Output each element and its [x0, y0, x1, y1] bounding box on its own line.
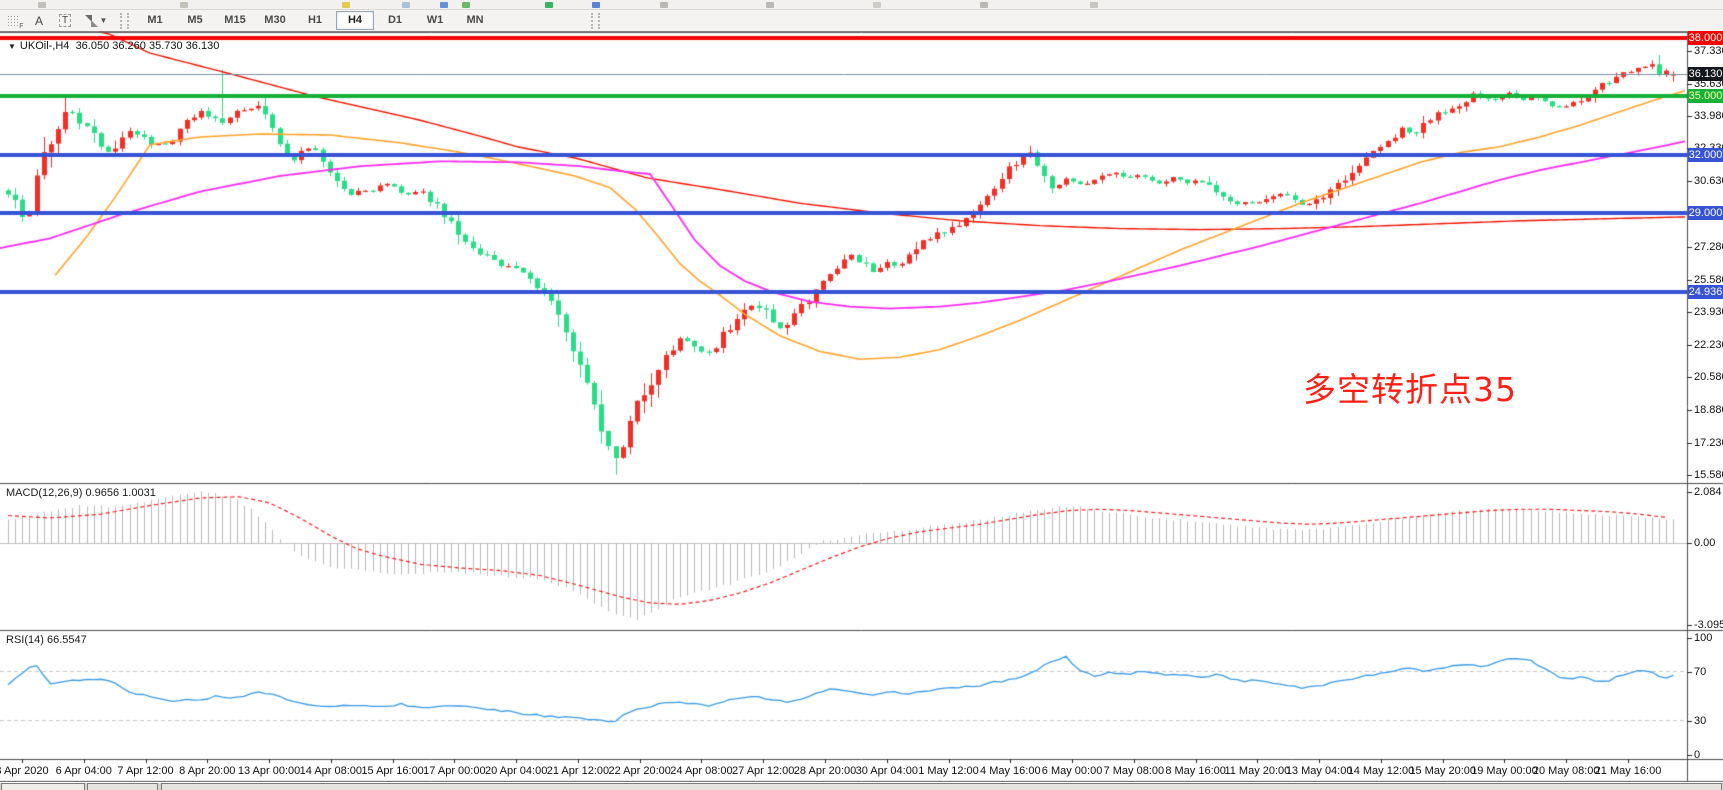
date-tick-label: 13 Apr 00:00 — [237, 765, 301, 777]
date-tick-label: 7 Apr 12:00 — [117, 765, 174, 777]
price-tick-label: 30.630 — [1694, 175, 1723, 188]
price-tick-label: 15.580 — [1694, 468, 1723, 481]
date-tick-label: 15 May 20:00 — [1409, 765, 1477, 777]
chart-tab-2[interactable] — [87, 783, 158, 790]
chart-text-annotation[interactable]: 多空转折点35 — [1303, 370, 1517, 409]
indicator-axis-label: 30 — [1694, 715, 1707, 727]
price-tick-label: 20.580 — [1694, 371, 1723, 384]
date-tick-label: 6 Apr 04:00 — [55, 765, 112, 777]
chart-symbol-period: UKOil-,H4 — [19, 40, 70, 52]
date-tick-label: 14 Apr 08:00 — [299, 765, 363, 777]
price-tick-label: 33.980 — [1694, 109, 1723, 122]
indicator-axis-label: -3.0957 — [1694, 619, 1723, 631]
date-tick-label: 20 May 08:00 — [1532, 765, 1600, 777]
date-tick-label: 11 May 20:00 — [1224, 765, 1291, 777]
date-tick-label: 27 Apr 12:00 — [732, 765, 795, 777]
date-tick-label: 8 Apr 20:00 — [179, 765, 236, 777]
indicator-axis-label: 70 — [1694, 666, 1707, 678]
chart-title: ▼ UKOil-,H4 36.050 36.260 35.730 36.130 — [8, 40, 219, 52]
price-tick-label: 22.230 — [1694, 339, 1723, 351]
price-tick-label: 17.230 — [1694, 436, 1723, 449]
chart-tab-3[interactable] — [161, 783, 1722, 790]
date-tick-label: 22 Apr 20:00 — [608, 765, 671, 777]
indicator-axis-label: 100 — [1694, 632, 1713, 644]
chevron-down-icon[interactable]: ▼ — [8, 42, 16, 51]
price-line-label-35.000: 35.000 — [1688, 89, 1723, 103]
date-tick-label: 8 May 16:00 — [1165, 765, 1226, 777]
price-tick-label: 18.880 — [1694, 404, 1723, 417]
rsi-indicator-label: RSI(14) 66.5547 — [6, 634, 87, 646]
price-line-label-24.936: 24.936 — [1688, 285, 1723, 300]
chart-ohlc-values: 36.050 36.260 35.730 36.130 — [75, 40, 220, 52]
date-tick-label: 15 Apr 16:00 — [361, 765, 424, 777]
price-tick-label: 23.930 — [1694, 305, 1723, 318]
date-tick-label: 3 Apr 2020 — [0, 765, 49, 777]
chart-tab-1[interactable] — [1, 783, 85, 790]
price-line-label-29.000: 29.000 — [1688, 206, 1723, 220]
price-line-label-36.130: 36.130 — [1688, 66, 1723, 81]
price-tick-label: 27.280 — [1694, 240, 1723, 253]
date-tick-label: 24 Apr 08:00 — [670, 765, 733, 777]
date-tick-label: 21 May 16:00 — [1594, 765, 1662, 777]
date-tick-label: 14 May 12:00 — [1347, 765, 1415, 777]
indicator-axis-label: 2.084 — [1694, 486, 1722, 498]
bottom-tab-strip — [0, 782, 1723, 790]
date-tick-label: 7 May 08:00 — [1103, 765, 1165, 777]
date-tick-label: 20 Apr 04:00 — [484, 765, 548, 777]
date-tick-label: 4 May 16:00 — [980, 765, 1041, 777]
indicator-axis-label: 0.00 — [1694, 537, 1716, 549]
price-tick-label: 25.580 — [1694, 273, 1723, 286]
price-tick-label: 37.330 — [1694, 44, 1723, 57]
date-tick-label: 13 May 04:00 — [1285, 765, 1353, 777]
date-tick-label: 6 May 00:00 — [1041, 765, 1103, 777]
price-line-label-32.000: 32.000 — [1688, 147, 1723, 162]
date-tick-label: 21 Apr 12:00 — [546, 765, 610, 777]
date-tick-label: 17 Apr 00:00 — [423, 765, 486, 777]
date-tick-label: 28 Apr 20:00 — [793, 765, 857, 777]
date-tick-label: 30 Apr 04:00 — [855, 765, 918, 777]
macd-indicator-label: MACD(12,26,9) 0.9656 1.0031 — [6, 487, 156, 499]
date-tick-label: 19 May 00:00 — [1471, 765, 1538, 777]
price-line-label-38.000: 38.000 — [1688, 30, 1723, 45]
indicator-axis-label: 0 — [1694, 749, 1701, 761]
date-tick-label: 1 May 12:00 — [918, 765, 979, 777]
